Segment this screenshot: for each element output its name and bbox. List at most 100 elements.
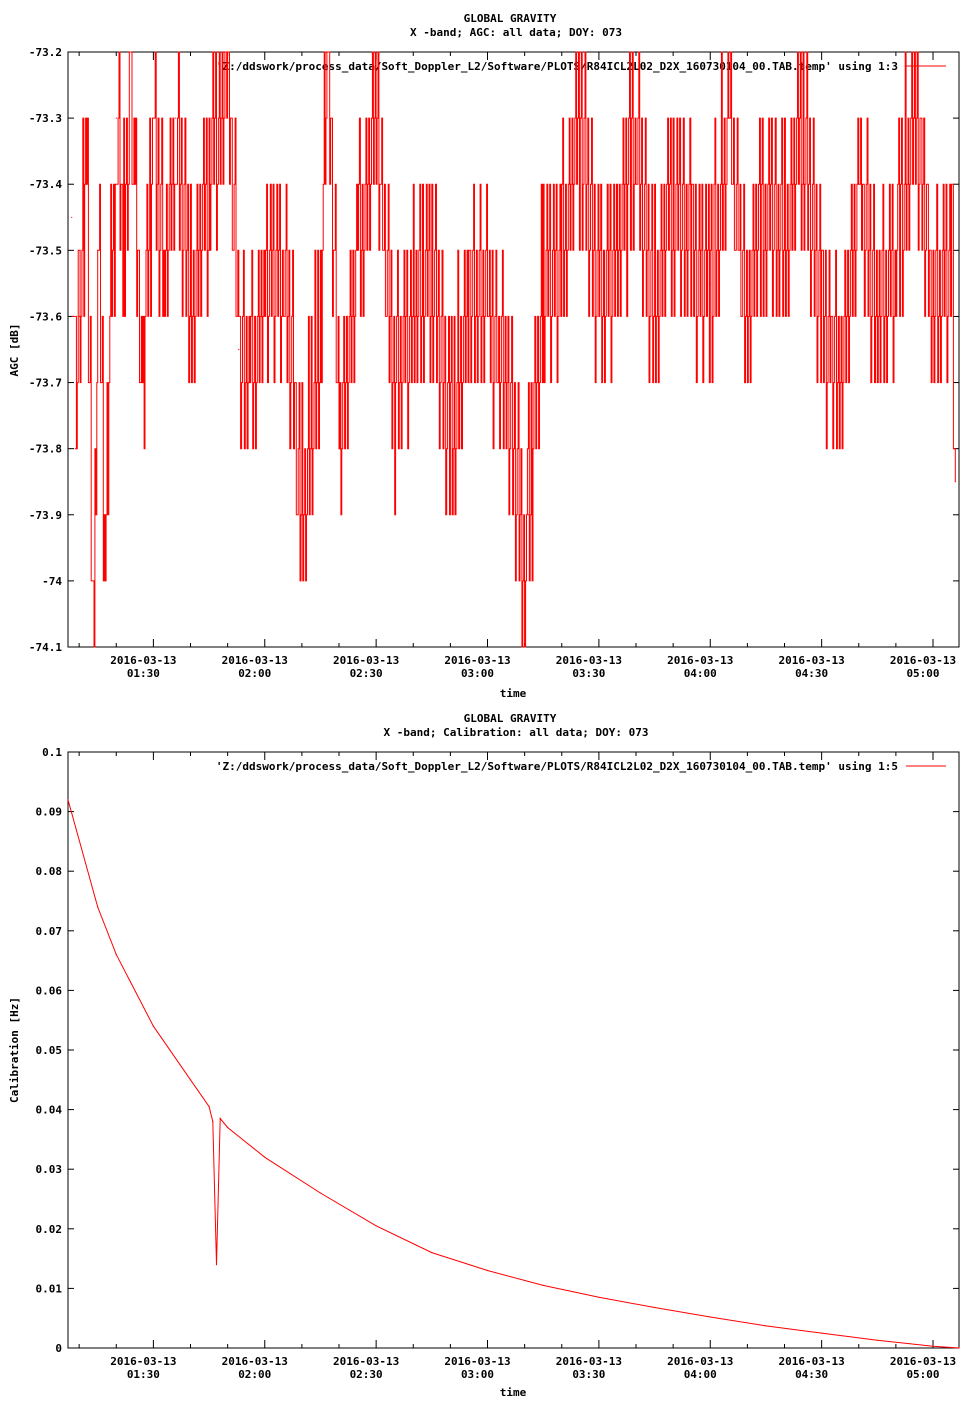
chart2-data-point (219, 1117, 221, 1120)
chart1-data-point (338, 448, 340, 450)
chart2-ytick-label: 0.07 (36, 925, 63, 938)
chart2-xlabel: time (500, 1386, 527, 1399)
chart2-data-point (152, 1025, 154, 1027)
chart1-data-point (616, 249, 619, 251)
chart1-data-point (301, 514, 303, 516)
chart2-xtick-date: 2016-03-13 (110, 1355, 176, 1368)
chart2-xtick-date: 2016-03-13 (779, 1355, 845, 1368)
chart2-data-point (709, 1316, 711, 1318)
chart1-data-point (802, 117, 804, 119)
chart2-title-line2: X -band; Calibration: all data; DOY: 073 (384, 726, 649, 739)
chart1-data-point (238, 348, 240, 351)
chart2-data-point (264, 1156, 266, 1158)
chart2-series-line (67, 799, 960, 1349)
chart1-xtick-date: 2016-03-13 (444, 654, 510, 667)
chart2-xtick-time: 02:00 (238, 1368, 271, 1381)
chart2-xtick-time: 04:30 (795, 1368, 828, 1381)
chart1-ytick-label: -73.3 (29, 112, 62, 125)
chart2-xtick-date: 2016-03-13 (444, 1355, 510, 1368)
chart1-data-point (412, 315, 414, 317)
chart2-data-point (876, 1339, 878, 1341)
chart1-title-line1: GLOBAL GRAVITY (464, 12, 557, 25)
chart1-data-point (375, 117, 377, 119)
chart1-data-point (951, 249, 953, 251)
chart1-data-point (175, 117, 177, 119)
chart1-xtick-date: 2016-03-13 (667, 654, 733, 667)
chart1-data-point (746, 315, 749, 317)
chart1-data-point (954, 481, 956, 483)
chart1-data-point (728, 117, 730, 119)
chart1-data-point (876, 315, 878, 317)
chart1-xtick-time: 05:00 (906, 667, 939, 680)
chart2-plot-frame (67, 751, 960, 1349)
chart1-data-point (486, 315, 489, 317)
chart1-ytick-label: -74 (42, 575, 62, 588)
chart1-data-point (357, 249, 359, 251)
chart2-data-point (375, 1225, 377, 1227)
chart1-ytick-label: -73.4 (29, 178, 62, 191)
chart1-ytick-label: -73.7 (29, 377, 62, 390)
chart2-data-point (486, 1269, 489, 1272)
chart1-data-point (895, 249, 897, 251)
chart1-data-point (327, 51, 329, 53)
chart2-data-point (97, 906, 99, 908)
chart1-data-point (654, 315, 656, 317)
chart1-xtick-time: 02:30 (350, 667, 383, 680)
chart2-data-point (319, 1192, 321, 1194)
chart2-data-point (598, 1296, 600, 1298)
chart1-data-point (635, 117, 637, 119)
chart2-data-point (821, 1332, 823, 1334)
chart1-data-point (86, 183, 88, 185)
chart1-series-line (71, 51, 956, 648)
chart2-xtick-time: 03:30 (572, 1368, 605, 1381)
chart2-xtick-date: 2016-03-13 (333, 1355, 399, 1368)
chart1-xtick-time: 01:30 (127, 667, 160, 680)
chart2-xtick-date: 2016-03-13 (222, 1355, 288, 1368)
chart2-ytick-label: 0.01 (36, 1282, 63, 1295)
chart1-xtick-date: 2016-03-13 (110, 654, 176, 667)
chart1-data-point (319, 315, 321, 317)
chart1-data-point (913, 117, 916, 119)
chart1-ytick-label: -74.1 (29, 641, 62, 654)
chart1-data-point (449, 448, 451, 450)
chart1-data-point (765, 183, 767, 185)
chart2-xtick-time: 01:30 (127, 1368, 160, 1381)
chart1-xlabel: time (500, 687, 527, 700)
chart1-data-point (858, 183, 860, 185)
chart2-data-point (431, 1252, 433, 1254)
chart1-data-point (542, 282, 544, 284)
chart1-xtick-time: 03:00 (461, 667, 494, 680)
chart1-ytick-label: -73.8 (29, 443, 62, 456)
chart1-data-point (141, 382, 143, 384)
chart2-data-point (208, 1106, 210, 1108)
chart1-data-point (78, 315, 80, 317)
chart1-data-point (163, 282, 166, 284)
chart1-data-point (134, 183, 136, 185)
chart1-data-point (709, 282, 711, 284)
chart1-data-point (249, 382, 251, 384)
chart1-data-point (282, 249, 284, 251)
chart1-data-point (524, 580, 526, 582)
chart1-data-point (115, 117, 117, 119)
chart1-ylabel: AGC [dB] (8, 324, 21, 377)
chart1-data-point (71, 216, 73, 218)
chart2-data-point (215, 1264, 218, 1266)
chart2-ylabel: Calibration [Hz] (8, 997, 21, 1103)
chart2-xtick-date: 2016-03-13 (556, 1355, 622, 1368)
chart2-data-point (654, 1306, 656, 1309)
chart1-legend-text: 'Z:/ddswork/process_data/Soft_Doppler_L2… (216, 60, 898, 73)
chart2-ytick-label: 0.08 (36, 865, 63, 878)
chart2-data-point (542, 1284, 544, 1286)
chart2-data-point (115, 954, 117, 956)
chart1-ytick-label: -73.6 (29, 310, 62, 323)
chart2-title-line1: GLOBAL GRAVITY (464, 712, 557, 725)
chart1-xtick-date: 2016-03-13 (222, 654, 288, 667)
chart2-ytick-label: 0.04 (36, 1104, 63, 1117)
chart1-xtick-date: 2016-03-13 (890, 654, 956, 667)
chart1-plot-frame (67, 51, 960, 648)
chart2-series (67, 799, 960, 1349)
chart1-data-point (783, 249, 786, 251)
chart1-data-point (579, 117, 581, 119)
